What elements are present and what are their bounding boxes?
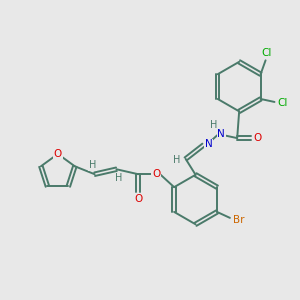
- Text: O: O: [254, 133, 262, 143]
- Text: O: O: [134, 194, 142, 204]
- Text: H: H: [115, 173, 122, 183]
- Text: Cl: Cl: [277, 98, 288, 108]
- Text: O: O: [152, 169, 160, 179]
- Text: H: H: [173, 155, 180, 165]
- Text: H: H: [89, 160, 96, 170]
- Text: Cl: Cl: [261, 48, 272, 59]
- Text: N: N: [218, 129, 225, 139]
- Text: N: N: [205, 139, 212, 149]
- Text: Br: Br: [233, 215, 244, 225]
- Text: O: O: [54, 149, 62, 159]
- Text: H: H: [210, 120, 217, 130]
